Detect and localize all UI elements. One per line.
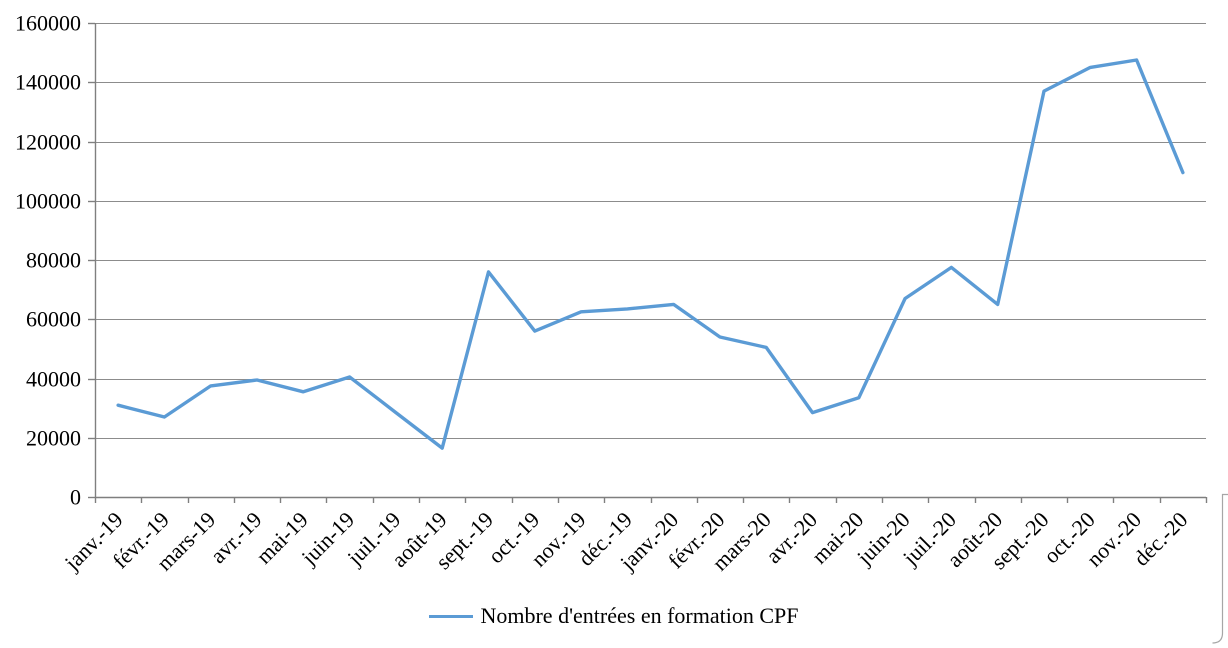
y-tick-label: 20000 [26,426,81,451]
y-tick-label: 160000 [15,11,81,36]
y-tick-label: 120000 [15,130,81,155]
legend: Nombre d'entrées en formation CPF [0,603,1228,629]
y-tick-label: 80000 [26,248,81,273]
series-line [116,58,1185,450]
y-tick-label: 40000 [26,367,81,392]
x-category-label: déc.-20 [1128,507,1192,571]
legend-series-label: Nombre d'entrées en formation CPF [480,603,799,628]
y-tick-label: 100000 [15,189,81,214]
y-tick-label: 60000 [26,307,81,332]
y-tick-label: 140000 [15,70,81,95]
x-category-label: avr.-20 [761,507,822,568]
y-tick-label: 0 [70,485,81,510]
page-border-fragment [1212,493,1228,644]
legend-line-sample [429,614,474,618]
x-category-label: avr.-19 [205,507,266,568]
